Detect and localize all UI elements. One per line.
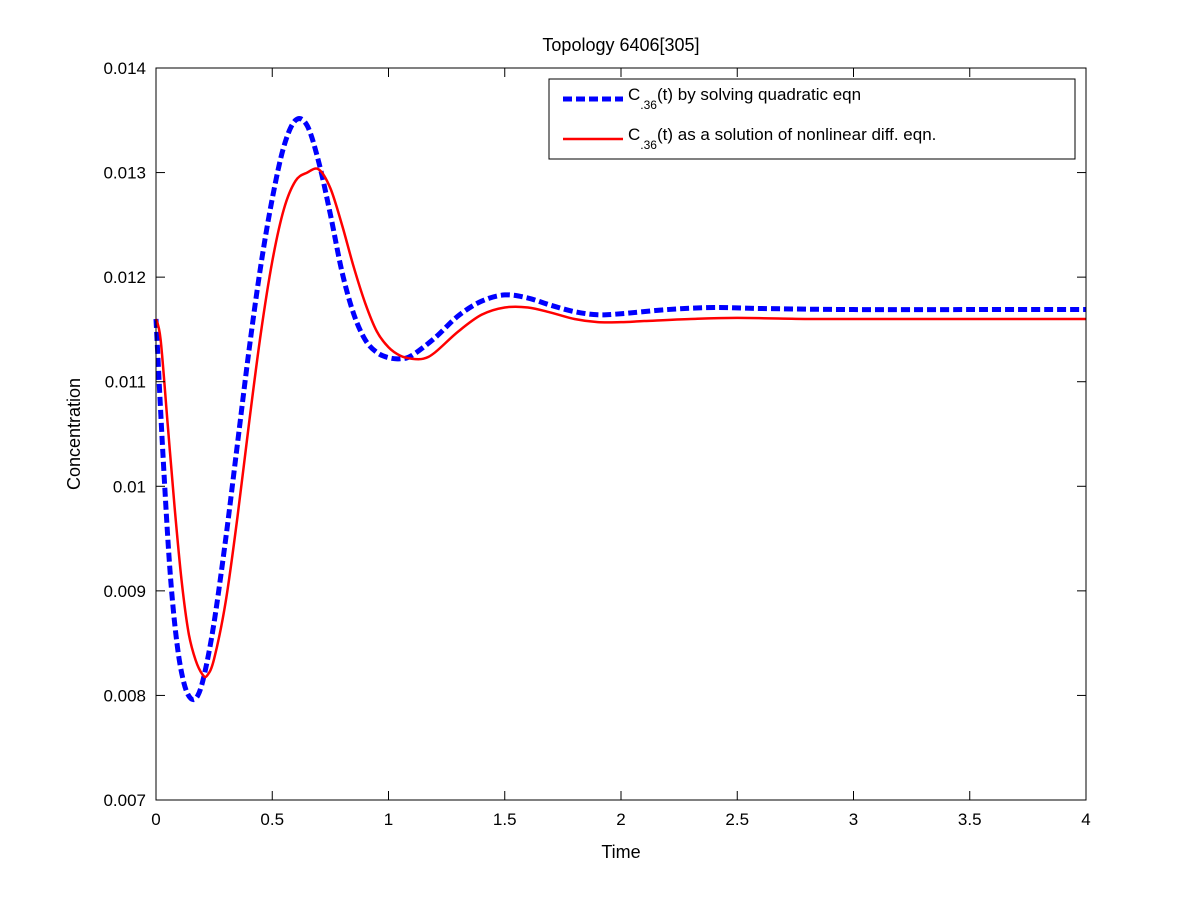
- x-tick-label: 0: [151, 810, 160, 829]
- y-tick-label: 0.011: [105, 373, 146, 392]
- legend-box: [548, 78, 1076, 160]
- y-tick-label: 0.013: [103, 164, 146, 183]
- x-tick-label: 0.5: [260, 810, 284, 829]
- y-tick-label: 0.01: [113, 477, 146, 496]
- legend-entry-label: C.36(t) as a solution of nonlinear diff.…: [628, 125, 936, 152]
- y-axis-label: Concentration: [64, 378, 84, 490]
- x-tick-label: 1.5: [493, 810, 517, 829]
- x-tick-label: 4: [1081, 810, 1090, 829]
- chart-title: Topology 6406[305]: [542, 35, 699, 55]
- legend-entry-label: C.36(t) by solving quadratic eqn: [628, 85, 861, 112]
- y-tick-label: 0.009: [103, 582, 146, 601]
- x-tick-label: 2: [616, 810, 625, 829]
- x-tick-label: 1: [384, 810, 393, 829]
- plot-area: [156, 68, 1086, 800]
- legend: C.36(t) by solving quadratic eqn C.36(t) …: [548, 78, 1076, 160]
- x-tick-label: 3: [849, 810, 858, 829]
- series-nonlinear-line: [154, 167, 1086, 679]
- ticks-layer: 0 0.5 1 1.5 2 2.5 3 3.5 4 0.007 0.008 0.009 0.01 0.01…: [103, 59, 1090, 829]
- y-tick-label: 0.014: [103, 59, 146, 78]
- x-tick-label: 2.5: [725, 810, 749, 829]
- y-tick-label: 0.008: [103, 686, 146, 705]
- series-quadratic-line: [153, 116, 1086, 703]
- y-tick-label: 0.007: [103, 791, 146, 810]
- series-layer: [153, 116, 1086, 703]
- x-axis-label: Time: [601, 842, 640, 862]
- x-tick-label: 3.5: [958, 810, 982, 829]
- y-tick-label: 0.012: [103, 268, 146, 287]
